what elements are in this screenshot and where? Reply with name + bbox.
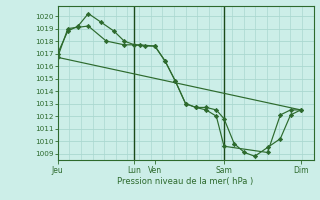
X-axis label: Pression niveau de la mer( hPa ): Pression niveau de la mer( hPa ) <box>117 177 254 186</box>
